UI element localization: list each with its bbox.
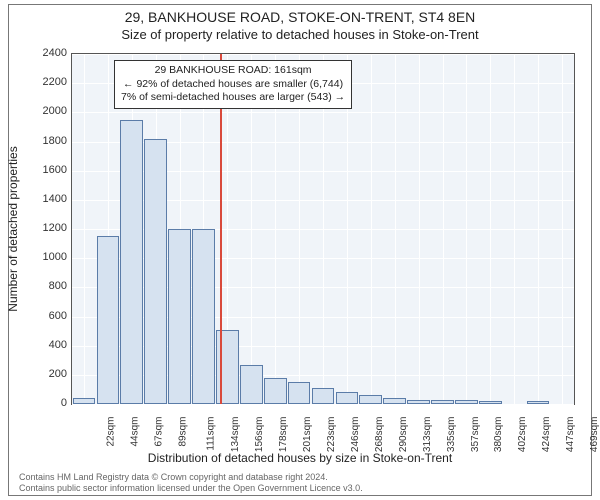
xtick-label: 246sqm [350, 417, 361, 453]
ytick-label: 800 [27, 280, 67, 292]
histogram-bar [312, 388, 335, 404]
annotation-line2: ← 92% of detached houses are smaller (6,… [121, 78, 345, 92]
ytick-label: 2400 [27, 47, 67, 59]
gridline-v [490, 54, 491, 404]
xtick-label: 89sqm [177, 417, 188, 447]
histogram-bar [288, 382, 311, 404]
annotation-line1: 29 BANKHOUSE ROAD: 161sqm [121, 64, 345, 78]
ytick-label: 2200 [27, 76, 67, 88]
gridline-h [72, 404, 574, 405]
gridline-v [466, 54, 467, 404]
ytick-label: 400 [27, 339, 67, 351]
xtick-label: 402sqm [517, 417, 528, 453]
ytick-label: 200 [27, 368, 67, 380]
histogram-bar [527, 401, 550, 404]
x-axis-label: Distribution of detached houses by size … [9, 451, 591, 465]
annotation-line3: 7% of semi-detached houses are larger (5… [121, 91, 345, 105]
xtick-label: 134sqm [231, 417, 242, 453]
histogram-bar [264, 378, 287, 404]
xtick-label: 424sqm [541, 417, 552, 453]
gridline-v [514, 54, 515, 404]
xtick-label: 268sqm [374, 417, 385, 453]
footer-line1: Contains HM Land Registry data © Crown c… [19, 472, 363, 482]
histogram-bar [455, 400, 478, 404]
xtick-label: 357sqm [470, 417, 481, 453]
xtick-label: 380sqm [494, 417, 505, 453]
histogram-bar [407, 400, 430, 404]
histogram-bar [73, 398, 96, 404]
gridline-v [562, 54, 563, 404]
histogram-bar [192, 229, 215, 404]
y-axis-label: Number of detached properties [6, 146, 20, 311]
histogram-bar [168, 229, 191, 404]
title-line2: Size of property relative to detached ho… [9, 27, 591, 42]
gridline-v [371, 54, 372, 404]
xtick-label: 447sqm [565, 417, 576, 453]
histogram-bar [431, 400, 454, 404]
gridline-v [84, 54, 85, 404]
footer-line2: Contains public sector information licen… [19, 483, 363, 493]
footer: Contains HM Land Registry data © Crown c… [19, 472, 363, 493]
histogram-bar [120, 120, 143, 404]
ytick-label: 600 [27, 310, 67, 322]
xtick-label: 290sqm [398, 417, 409, 453]
chart-container: 29, BANKHOUSE ROAD, STOKE-ON-TRENT, ST4 … [8, 4, 592, 496]
histogram-bar [144, 139, 167, 404]
xtick-label: 335sqm [446, 417, 457, 453]
xtick-label: 22sqm [105, 417, 116, 447]
histogram-bar [383, 398, 406, 404]
histogram-bar [240, 365, 263, 404]
plot-area: 29 BANKHOUSE ROAD: 161sqm ← 92% of detac… [71, 53, 575, 405]
ytick-label: 1400 [27, 193, 67, 205]
ytick-label: 1800 [27, 135, 67, 147]
annotation-box: 29 BANKHOUSE ROAD: 161sqm ← 92% of detac… [114, 60, 352, 109]
ytick-label: 0 [27, 397, 67, 409]
xtick-label: 223sqm [326, 417, 337, 453]
ytick-label: 2000 [27, 105, 67, 117]
histogram-bar [359, 395, 382, 404]
histogram-bar [336, 392, 359, 404]
ytick-label: 1600 [27, 164, 67, 176]
xtick-label: 67sqm [153, 417, 164, 447]
ytick-label: 1200 [27, 222, 67, 234]
gridline-v [538, 54, 539, 404]
xtick-label: 44sqm [129, 417, 140, 447]
gridline-v [395, 54, 396, 404]
gridline-v [419, 54, 420, 404]
xtick-label: 111sqm [205, 417, 216, 451]
gridline-v [443, 54, 444, 404]
title-line1: 29, BANKHOUSE ROAD, STOKE-ON-TRENT, ST4 … [9, 9, 591, 25]
histogram-bar [479, 401, 502, 404]
xtick-label: 469sqm [589, 417, 600, 453]
xtick-label: 178sqm [278, 417, 289, 453]
xtick-label: 156sqm [254, 417, 265, 453]
xtick-label: 201sqm [302, 417, 313, 453]
histogram-bar [97, 236, 120, 404]
xtick-label: 313sqm [422, 417, 433, 453]
ytick-label: 1000 [27, 251, 67, 263]
